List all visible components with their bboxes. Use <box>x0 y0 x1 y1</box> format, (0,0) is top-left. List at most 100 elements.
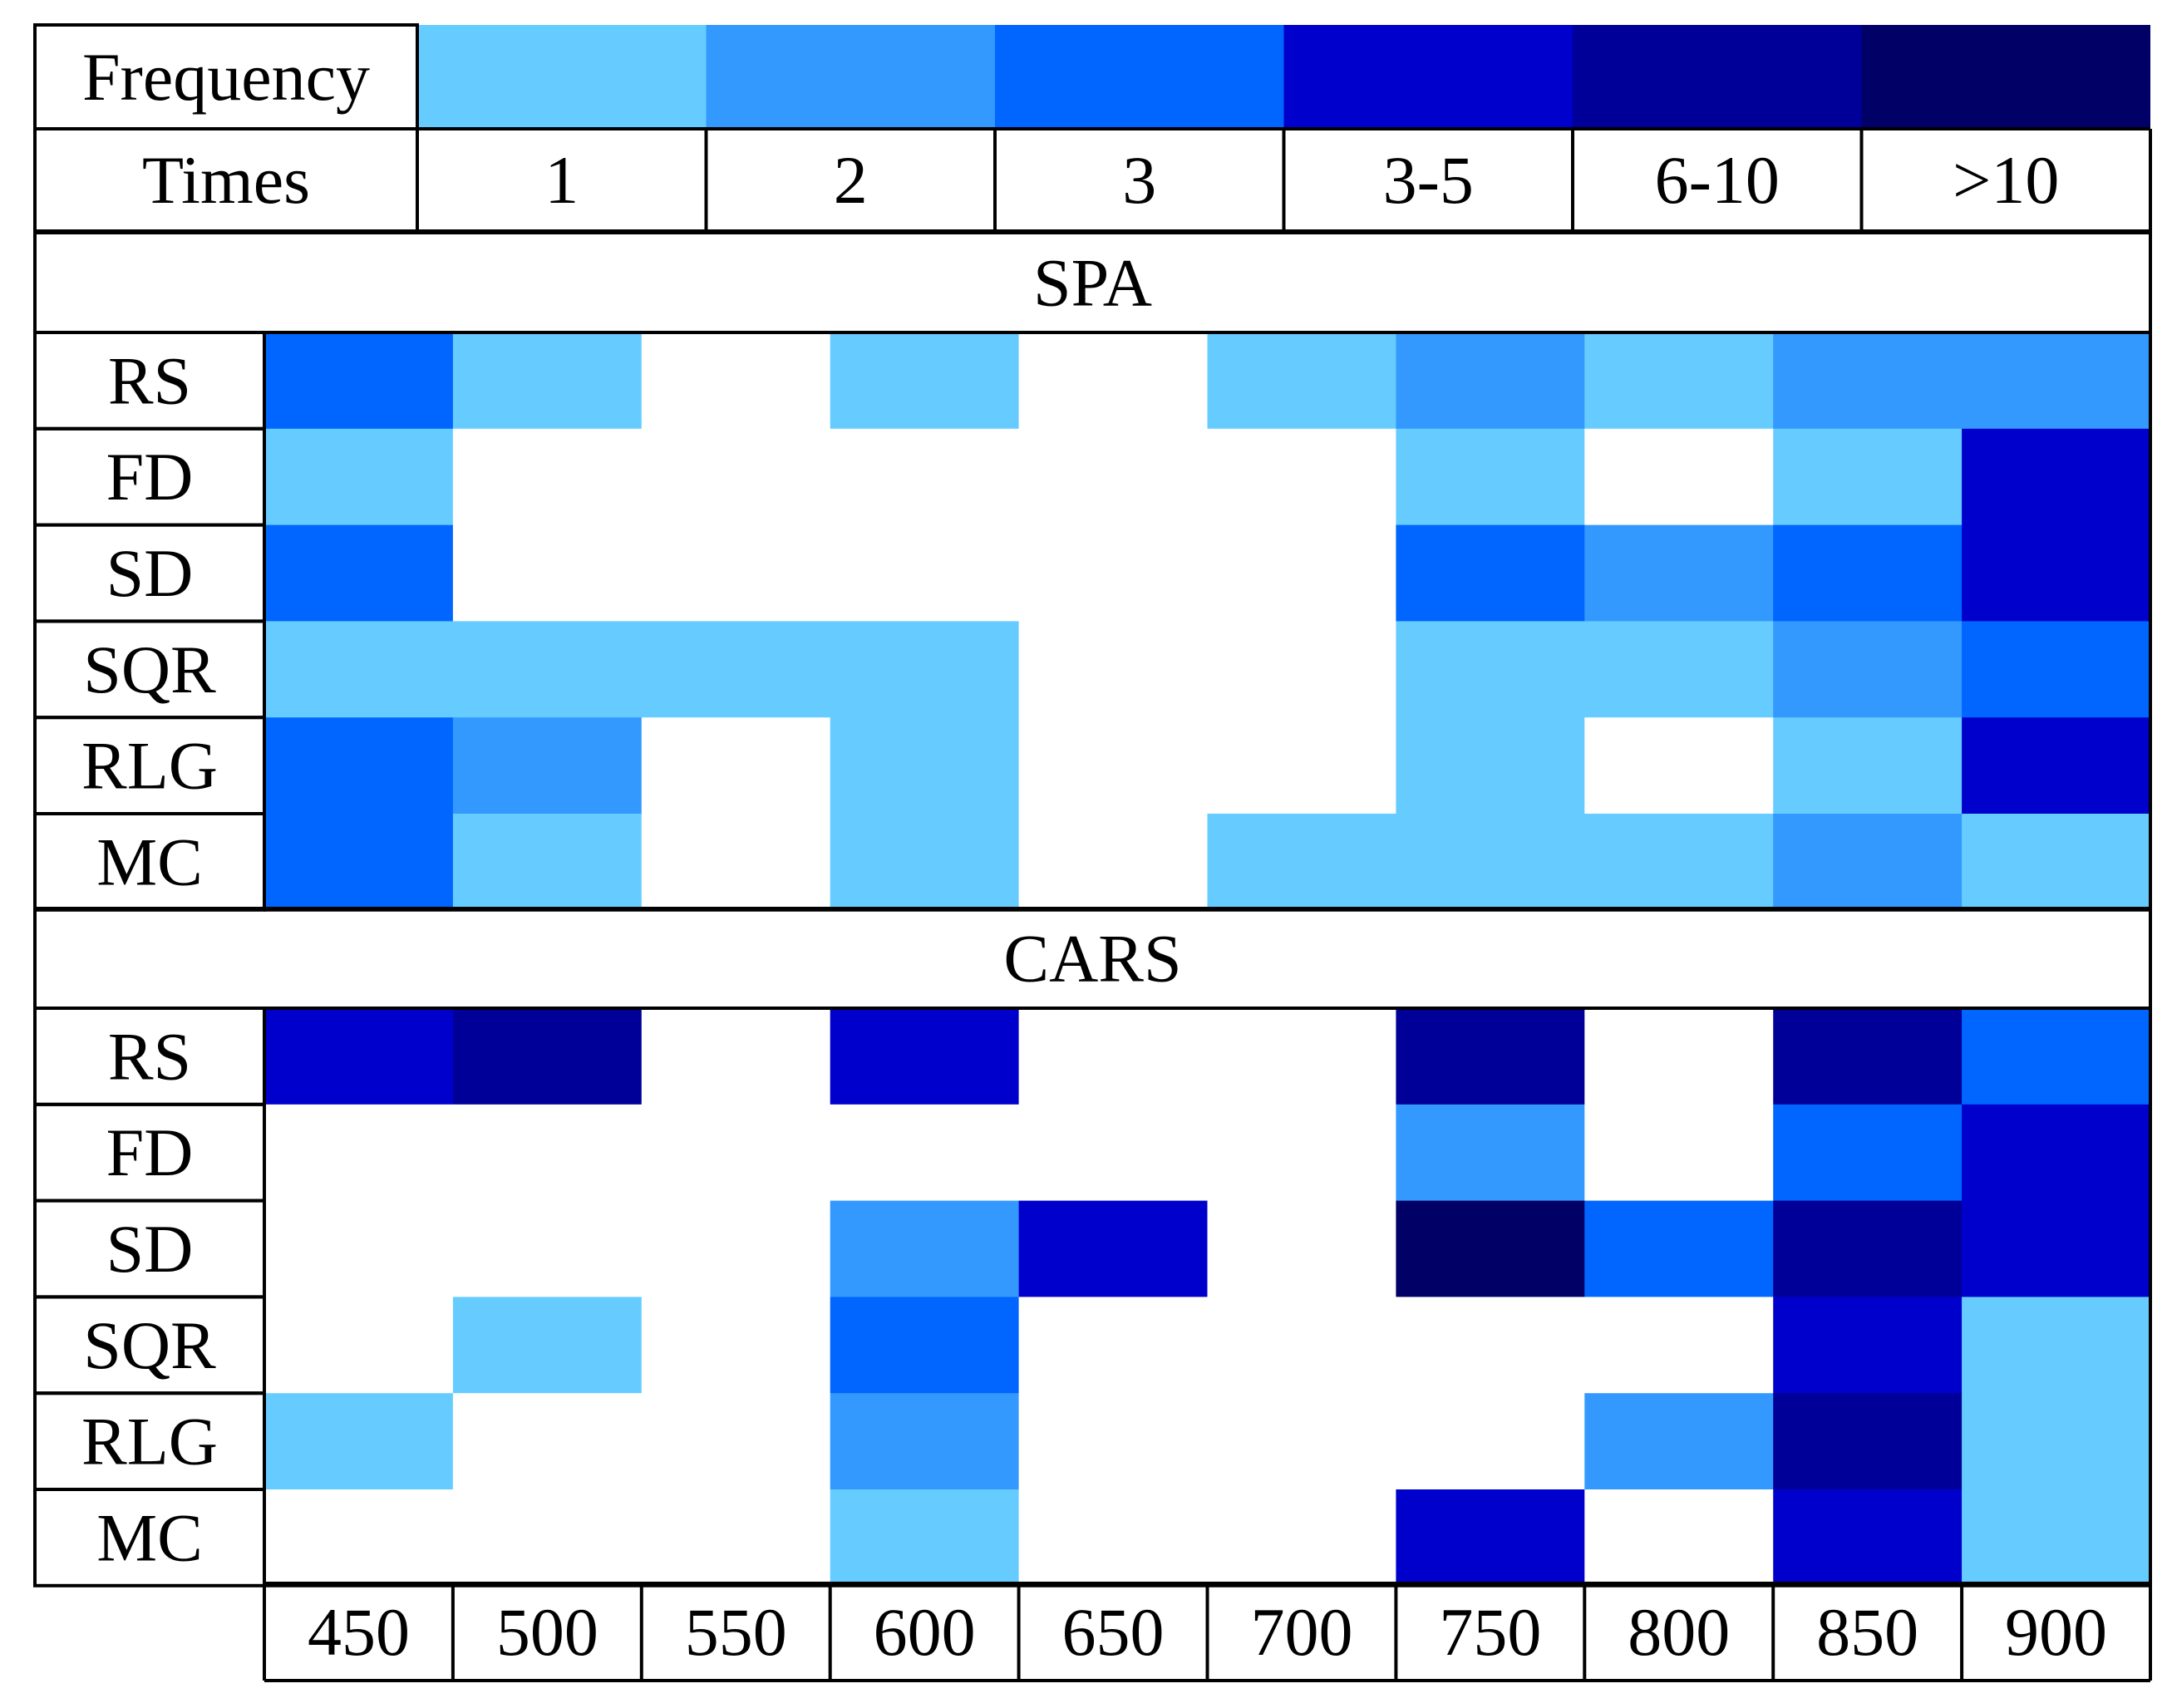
x-tick-label-750: 750 <box>1439 1594 1541 1670</box>
legend-swatch-1 <box>417 25 707 129</box>
heatmap-cell <box>1773 428 1963 526</box>
heatmap-cell <box>830 1297 1020 1394</box>
heatmap-cell <box>1018 524 1209 622</box>
heatmap-cell <box>1773 814 1963 911</box>
heatmap-cell <box>264 428 454 526</box>
heatmap-cell <box>1207 717 1396 815</box>
heatmap-cell <box>1962 814 2151 911</box>
heatmap-cell <box>1773 1200 1963 1297</box>
row-label-spa-rlg: RLG <box>81 728 218 804</box>
heatmap-cell <box>1773 1008 1963 1105</box>
x-tick-label-650: 650 <box>1062 1594 1165 1670</box>
x-tick-label-900: 900 <box>2005 1594 2107 1670</box>
x-tick-label-500: 500 <box>496 1594 598 1670</box>
legend-swatch-3-5 <box>1283 25 1573 129</box>
row-label-cars-rs: RS <box>108 1018 191 1094</box>
heatmap-cell <box>1962 524 2151 622</box>
heatmap-cell <box>1962 1393 2151 1490</box>
heatmap-cell <box>264 524 454 622</box>
heatmap-cell <box>1962 1104 2151 1202</box>
heatmap-cell <box>830 332 1020 430</box>
heatmap-cell <box>1962 332 2151 430</box>
chart-text-layer: Frequency Times 1 2 3 3-5 6-10 >10 SPA RS FD SD SQR R… <box>81 39 2107 1670</box>
heatmap-cell <box>830 1489 1020 1587</box>
heatmap-cell <box>1962 1200 2151 1297</box>
heatmap-cell <box>1773 1489 1963 1587</box>
heatmap-cell <box>1773 621 1963 718</box>
heatmap-cell <box>830 814 1020 911</box>
legend-bin-label-1: 2 <box>834 142 868 218</box>
table-grid-lines-layer <box>33 23 2152 1682</box>
legend-swatch-3 <box>995 25 1284 129</box>
heatmap-cell <box>1207 1393 1396 1490</box>
heatmap-cell <box>1018 717 1209 815</box>
heatmap-cell <box>830 621 1020 718</box>
heatmap-cell <box>1396 1008 1585 1105</box>
heatmap-cell <box>1207 1200 1396 1297</box>
heatmap-cell <box>1584 1200 1774 1297</box>
heatmap-cell <box>1584 621 1774 718</box>
row-label-cars-sd: SD <box>106 1211 194 1287</box>
heatmap-cell <box>1396 814 1585 911</box>
heatmap-cell <box>1584 1393 1774 1490</box>
heatmap-cell <box>1396 1200 1585 1297</box>
row-label-cars-rlg: RLG <box>81 1404 218 1479</box>
heatmap-cell <box>1773 332 1963 430</box>
legend-bin-label-2: 3 <box>1122 142 1156 218</box>
heatmap-cell <box>641 621 831 718</box>
heatmap-cell <box>1584 524 1774 622</box>
panel-title-cars: CARS <box>1003 921 1181 997</box>
heatmap-cell <box>1207 814 1396 911</box>
row-label-spa-rs: RS <box>108 342 191 418</box>
heatmap-cell <box>1773 1393 1963 1490</box>
heatmap-cell <box>830 1008 1020 1105</box>
x-tick-label-550: 550 <box>685 1594 787 1670</box>
heatmap-cell <box>641 524 831 622</box>
x-tick-label-700: 700 <box>1250 1594 1352 1670</box>
heatmap-cell <box>641 717 831 815</box>
heatmap-cell <box>1396 1489 1585 1587</box>
heatmap-cell <box>830 1200 1020 1297</box>
heatmap-cell <box>1018 428 1209 526</box>
row-label-cars-fd: FD <box>106 1115 194 1190</box>
heatmap-cell <box>1396 1104 1585 1202</box>
heatmap-cell <box>1018 1297 1209 1394</box>
heatmap-cell <box>1773 524 1963 622</box>
heatmap-cell <box>452 1008 643 1105</box>
heatmap-cell <box>1584 814 1774 911</box>
heatmap-cell <box>641 428 831 526</box>
heatmap-cell <box>1207 1104 1396 1202</box>
heatmap-cell <box>452 621 643 718</box>
heatmap-cell <box>641 332 831 430</box>
heatmap-cell <box>1773 1104 1963 1202</box>
heatmap-cell <box>1018 1104 1209 1202</box>
heatmap-cell <box>641 1489 831 1587</box>
heatmap-cell <box>1207 524 1396 622</box>
heatmap-cell <box>1018 1200 1209 1297</box>
heatmap-cell <box>1018 1489 1209 1587</box>
heatmap-cell <box>452 332 643 430</box>
legend-bin-label-0: 1 <box>544 142 579 218</box>
heatmap-cell <box>1396 1393 1585 1490</box>
heatmap-cell <box>830 524 1020 622</box>
panel-title-box-spa <box>33 231 2152 334</box>
heatmap-cell <box>1396 524 1585 622</box>
heatmap-cell <box>1584 1297 1774 1394</box>
legend-bin-label-3: 3-5 <box>1383 142 1474 218</box>
legend-swatch-6-10 <box>1573 25 1862 129</box>
x-tick-label-850: 850 <box>1816 1594 1918 1670</box>
heatmap-cell <box>830 717 1020 815</box>
heatmap-cell <box>1584 1489 1774 1587</box>
heatmap-cell <box>1018 1393 1209 1490</box>
heatmap-cell <box>1396 717 1585 815</box>
x-tick-label-600: 600 <box>874 1594 976 1670</box>
heatmap-cell <box>641 814 831 911</box>
heatmap-cell <box>1018 1008 1209 1105</box>
legend-times-label: Times <box>142 142 310 218</box>
heatmap-cell <box>1584 332 1774 430</box>
heatmap-cell <box>264 1104 454 1202</box>
heatmap-cell <box>1018 621 1209 718</box>
panel-title-box-cars <box>33 907 2152 1010</box>
heatmap-cell <box>1962 1489 2151 1587</box>
